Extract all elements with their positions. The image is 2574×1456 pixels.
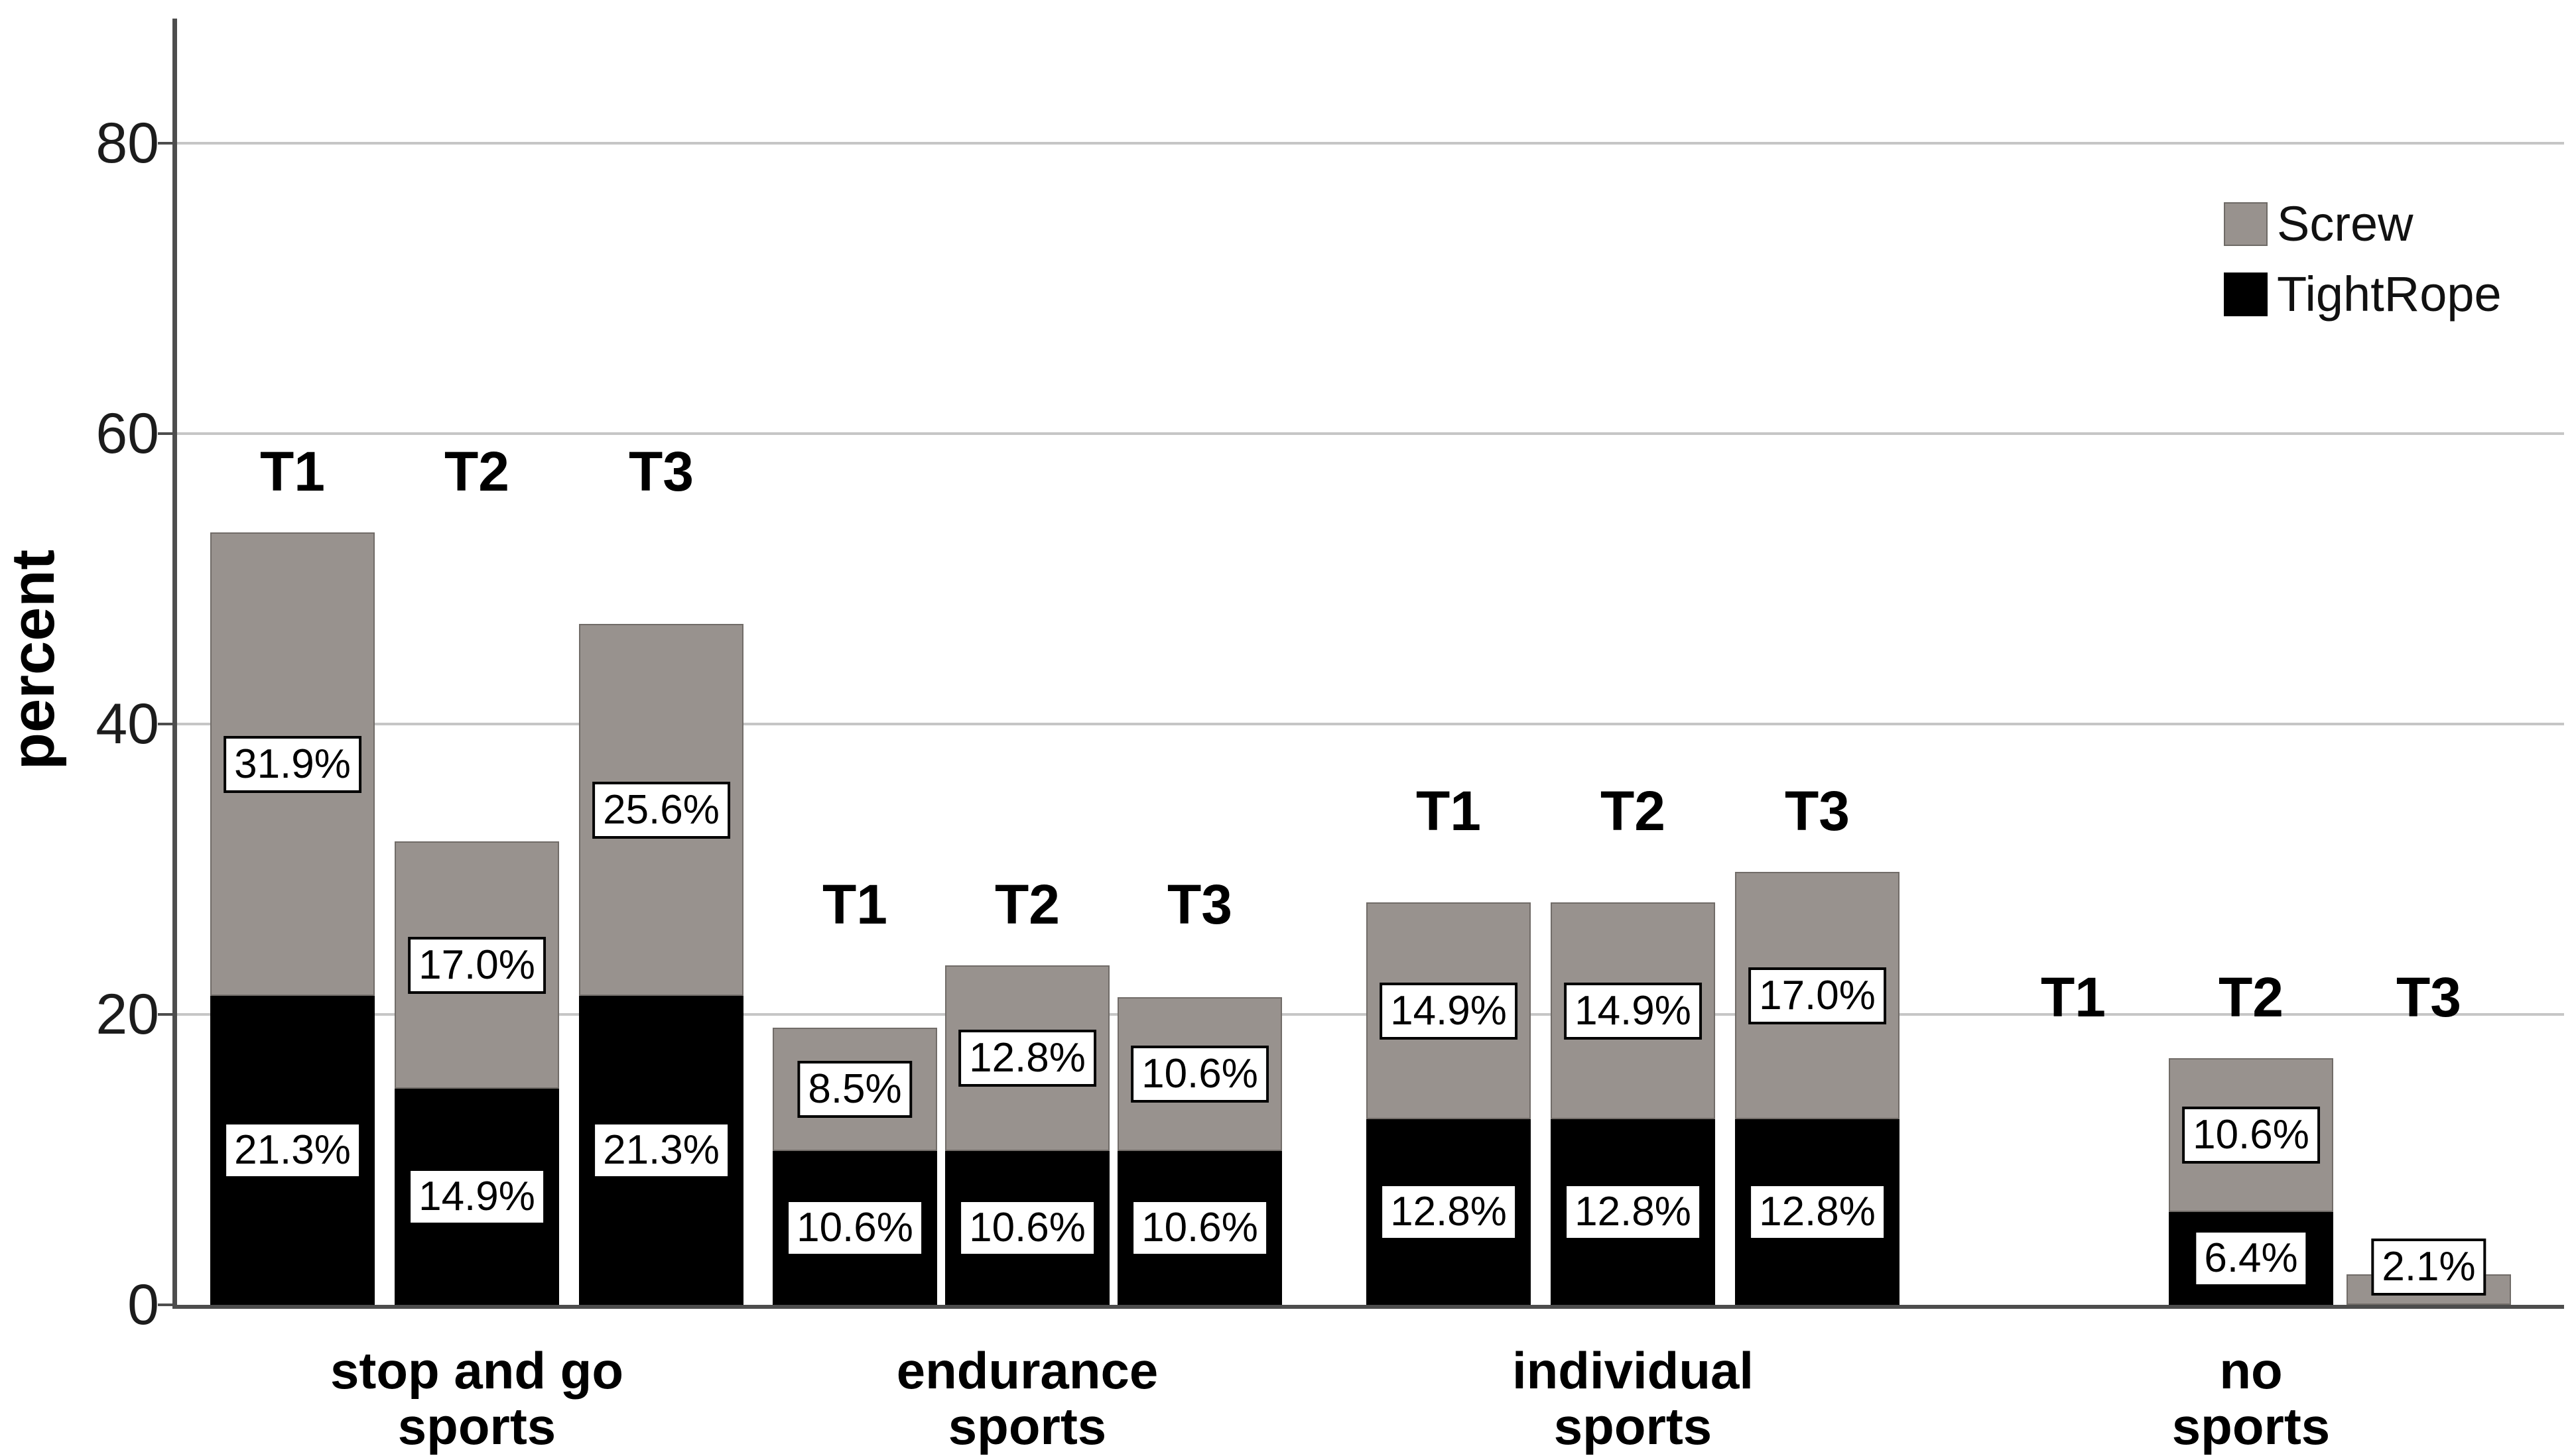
y-tick-0 [158, 1304, 172, 1306]
category-label-line: sports [2171, 1397, 2331, 1455]
timepoint-label-T2: T2 [994, 873, 1061, 936]
category-label: endurance sports [897, 1343, 1158, 1454]
value-label-screw: 25.6% [592, 782, 730, 839]
timepoint-label-T3: T3 [1167, 873, 1233, 936]
timepoint-label-T2: T2 [2218, 966, 2284, 1028]
legend-label: Screw [2277, 196, 2413, 251]
category-label-line: sports [1553, 1397, 1712, 1455]
y-tick-label-60: 60 [96, 402, 159, 465]
value-label-screw: 10.6% [1131, 1046, 1269, 1103]
gridline-80 [172, 142, 2564, 145]
value-label-screw: 17.0% [408, 937, 546, 994]
category-label-line: sports [948, 1397, 1107, 1455]
y-tick-label-40: 40 [96, 692, 159, 756]
value-label-screw: 12.8% [958, 1030, 1096, 1087]
value-label-screw: 17.0% [1748, 967, 1886, 1024]
category-label-line: endurance [896, 1341, 1159, 1400]
y-tick-label-80: 80 [96, 111, 159, 175]
category-label: stop and go sports [330, 1343, 623, 1454]
timepoint-label-T2: T2 [444, 440, 510, 503]
legend-label: TightRope [2277, 267, 2502, 322]
value-label-screw: 14.9% [1380, 983, 1517, 1040]
value-label-tightrope: 12.8% [1751, 1186, 1884, 1238]
category-label-line: sports [397, 1397, 556, 1455]
value-label-screw: 8.5% [797, 1061, 913, 1118]
chart-legend: Screw TightRope [2224, 198, 2502, 338]
y-tick-label-0: 0 [127, 1273, 159, 1337]
category-label-line: no [2219, 1341, 2283, 1400]
category-label-line: individual [1512, 1341, 1754, 1400]
category-label: no sports [2172, 1343, 2330, 1454]
y-tick-80 [158, 142, 172, 145]
value-label-screw: 31.9% [224, 736, 361, 793]
y-axis-line [172, 19, 177, 1309]
legend-swatch-tightrope [2224, 273, 2268, 316]
value-label-tightrope: 10.6% [961, 1202, 1094, 1254]
value-label-screw: 2.1% [2371, 1239, 2486, 1296]
timepoint-label-T1: T1 [822, 873, 888, 936]
legend-row-screw: Screw [2224, 198, 2502, 251]
legend-swatch-screw [2224, 202, 2268, 246]
timepoint-label-T1: T1 [2040, 966, 2106, 1028]
timepoint-label-T2: T2 [1600, 780, 1666, 842]
y-axis-title: percent [0, 549, 67, 770]
timepoint-label-T3: T3 [2396, 966, 2462, 1028]
value-label-screw: 10.6% [2182, 1107, 2320, 1164]
value-label-tightrope: 12.8% [1382, 1186, 1515, 1238]
value-label-tightrope: 10.6% [1133, 1202, 1266, 1254]
value-label-tightrope: 14.9% [411, 1171, 543, 1223]
timepoint-label-T1: T1 [259, 440, 326, 503]
value-label-tightrope: 12.8% [1567, 1186, 1699, 1238]
value-label-tightrope: 21.3% [595, 1124, 728, 1176]
y-tick-20 [158, 1013, 172, 1016]
y-tick-40 [158, 723, 172, 725]
category-label-line: stop and go [330, 1341, 623, 1400]
timepoint-label-T1: T1 [1415, 780, 1482, 842]
category-label: individual sports [1512, 1343, 1754, 1454]
gridline-60 [172, 432, 2564, 435]
legend-row-tightrope: TightRope [2224, 268, 2502, 321]
y-tick-label-20: 20 [96, 983, 159, 1046]
value-label-screw: 14.9% [1564, 983, 1702, 1040]
timepoint-label-T3: T3 [628, 440, 694, 503]
y-tick-60 [158, 432, 172, 435]
value-label-tightrope: 6.4% [2196, 1233, 2306, 1284]
gridline-40 [172, 723, 2564, 725]
value-label-tightrope: 21.3% [226, 1124, 359, 1176]
x-axis-line [172, 1305, 2564, 1309]
value-label-tightrope: 10.6% [789, 1202, 921, 1254]
timepoint-label-T3: T3 [1784, 780, 1850, 842]
